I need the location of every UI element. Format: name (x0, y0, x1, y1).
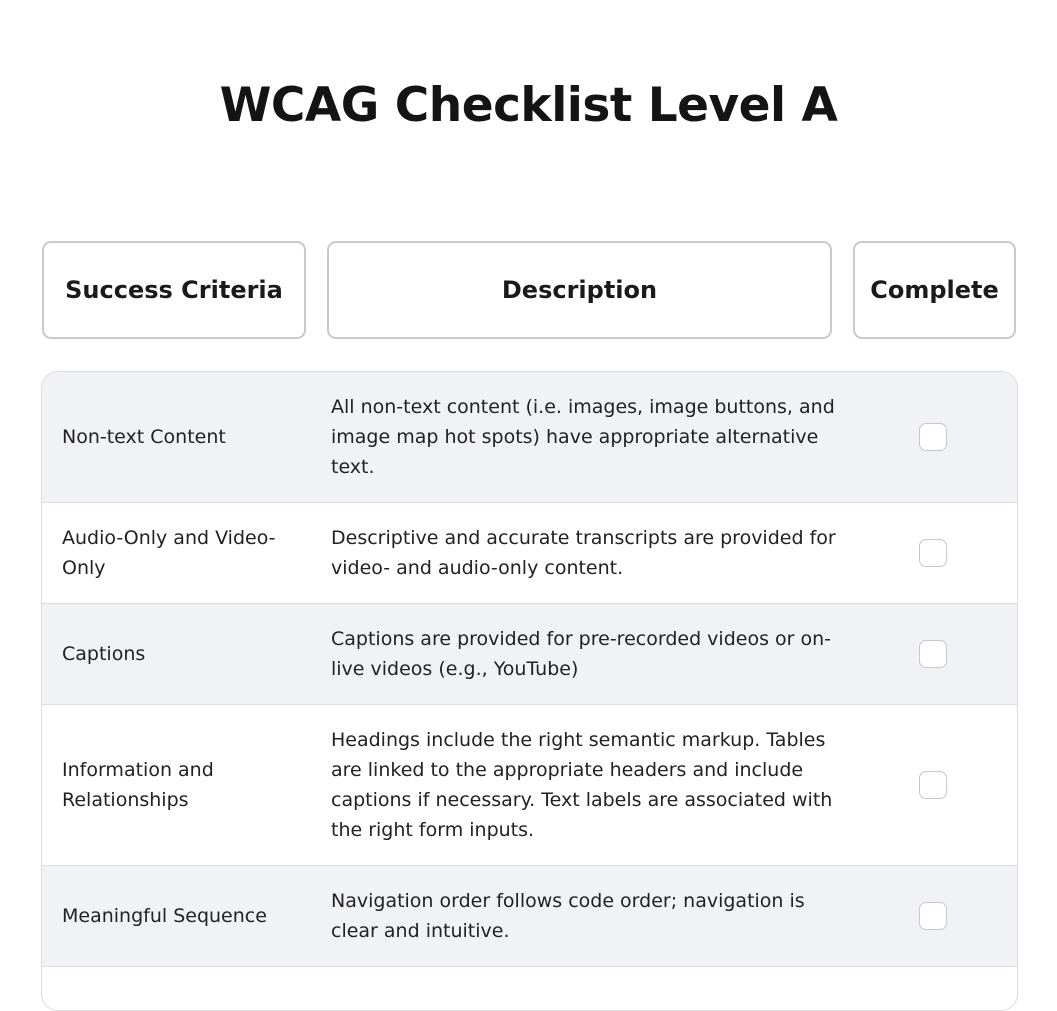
table-row: Non-text Content All non-text content (i… (42, 372, 1017, 503)
row-criteria: Meaningful Sequence (62, 905, 267, 927)
complete-checkbox[interactable] (919, 771, 947, 799)
row-description: Navigation order follows code order; nav… (331, 890, 805, 942)
complete-checkbox[interactable] (919, 539, 947, 567)
row-criteria: Audio-Only and Video-Only (62, 527, 276, 579)
table-row: Information and Relationships Headings i… (42, 705, 1017, 866)
complete-checkbox[interactable] (919, 640, 947, 668)
row-criteria: Captions (62, 643, 146, 665)
row-description: Descriptive and accurate transcripts are… (331, 527, 836, 579)
header-description-label: Description (501, 276, 658, 304)
header-complete-label: Complete (870, 276, 999, 304)
header-description: Description (327, 241, 832, 339)
table-row (42, 967, 1017, 1010)
complete-checkbox[interactable] (919, 423, 947, 451)
table-row: Meaningful Sequence Navigation order fol… (42, 866, 1017, 967)
header-success-criteria: Success Criteria (42, 241, 306, 339)
row-description: Captions are provided for pre-recorded v… (331, 628, 832, 680)
complete-checkbox[interactable] (919, 902, 947, 930)
checklist-table: Non-text Content All non-text content (i… (41, 371, 1018, 1011)
table-row: Captions Captions are provided for pre-r… (42, 604, 1017, 705)
header-complete: Complete (853, 241, 1016, 339)
table-row: Audio-Only and Video-Only Descriptive an… (42, 503, 1017, 604)
page-title: WCAG Checklist Level A (219, 78, 838, 133)
header-success-criteria-label: Success Criteria (65, 276, 283, 304)
row-criteria: Non-text Content (62, 426, 226, 448)
row-description: All non-text content (i.e. images, image… (331, 396, 835, 478)
row-criteria: Information and Relationships (62, 759, 214, 811)
row-description: Headings include the right semantic mark… (331, 729, 833, 841)
